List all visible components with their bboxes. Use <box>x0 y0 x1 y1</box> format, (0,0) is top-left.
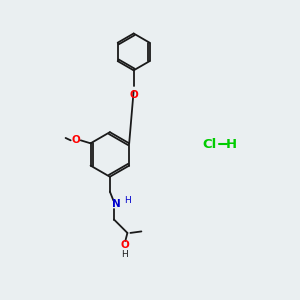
Text: O: O <box>120 240 129 250</box>
Text: H: H <box>124 196 131 205</box>
Text: O: O <box>71 135 80 145</box>
Text: Cl: Cl <box>202 138 217 151</box>
Text: H: H <box>121 250 128 260</box>
Text: H: H <box>226 138 237 151</box>
Text: O: O <box>129 90 138 100</box>
Text: N: N <box>112 199 121 209</box>
